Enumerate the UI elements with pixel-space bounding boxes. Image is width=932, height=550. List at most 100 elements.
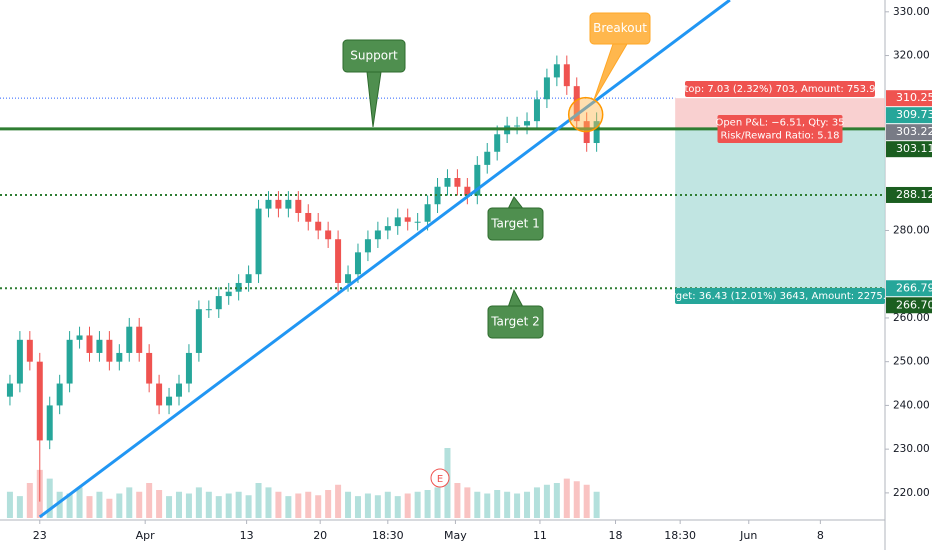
candle-body (335, 239, 342, 283)
volume-bar (26, 483, 33, 518)
breakout-circle (567, 96, 604, 133)
candle-body (26, 339, 33, 362)
candle-body (116, 352, 123, 362)
volume-bar (275, 491, 282, 518)
volume-bar (524, 491, 531, 518)
candle-body (265, 199, 272, 209)
candle-body (16, 339, 23, 384)
candle-body (364, 239, 371, 253)
price-tag-label: 266.79 (896, 281, 932, 294)
volume-bar (533, 487, 540, 518)
breakout-callout-box (589, 12, 651, 45)
price-tag (886, 297, 932, 314)
volume-bar (86, 496, 93, 518)
volume-bar (464, 487, 471, 518)
support-callout-box (342, 39, 406, 73)
price-tag (886, 186, 932, 203)
candle-body (464, 186, 471, 196)
volume-bar (454, 483, 461, 518)
candle-body (573, 86, 580, 122)
volume-bar (265, 487, 272, 518)
x-tick-label: 11 (533, 529, 547, 542)
volume-bar (56, 491, 63, 518)
earnings-icon (430, 468, 450, 488)
candle-body (524, 121, 531, 126)
y-tick-label: 280.00 (893, 224, 930, 236)
candle-body (136, 326, 143, 353)
x-tick-label: 18 (609, 529, 623, 542)
candle-body (36, 361, 43, 441)
y-tick-label: 220.00 (893, 487, 930, 499)
candle-body (96, 339, 103, 353)
candle-body (543, 77, 550, 100)
candle-body (255, 208, 262, 275)
x-tick-label: 18:30 (372, 529, 404, 542)
volume-bar (335, 484, 342, 518)
target2-callout-label: Target 2 (490, 315, 540, 329)
volume-bar (414, 491, 421, 518)
candle-body (325, 230, 332, 240)
volume-bar (146, 483, 153, 518)
volume-bar (484, 493, 491, 518)
volume-bar (16, 496, 23, 518)
candle-body (106, 339, 113, 362)
volume-bar (106, 498, 113, 518)
price-tag (886, 107, 932, 124)
volume-bar (215, 496, 222, 518)
volume-bar (126, 487, 133, 518)
y-tick-label: 330.00 (893, 6, 930, 18)
candle-body (275, 199, 282, 209)
volume-bar (593, 491, 600, 518)
candle-body (484, 151, 491, 165)
candle-body (553, 64, 560, 78)
candle-body (374, 230, 381, 240)
candle-body (354, 252, 361, 275)
candle-body (593, 121, 600, 144)
volume-bar (364, 493, 371, 518)
y-tick-label: 240.00 (893, 399, 930, 411)
candle-body (225, 291, 232, 297)
volume-bar (225, 493, 232, 518)
volume-bar (325, 490, 332, 518)
target-label-bg (675, 288, 885, 304)
volume-bar (583, 484, 590, 518)
price-tag-label: 310.25 (896, 91, 932, 104)
candle-body (394, 217, 401, 227)
breakout-callout-label: Breakout (593, 21, 647, 35)
x-tick-label: Apr (136, 529, 156, 542)
price-tag (886, 90, 932, 107)
candle-body (474, 164, 481, 196)
candle-body (404, 217, 411, 222)
volume-bar (345, 491, 352, 518)
pnl-label: Risk/Reward Ratio: 5.18 (720, 131, 839, 142)
candle-body (245, 274, 252, 283)
candle-body (533, 99, 540, 122)
volume-bar (245, 495, 252, 518)
volume-bar (514, 493, 521, 518)
volume-bar (543, 484, 550, 518)
price-tag-label: 303.11 (896, 142, 932, 155)
candle-body (285, 199, 292, 209)
target2-callout-box (487, 305, 544, 339)
volume-bar (255, 483, 262, 518)
x-tick-label: 18:30 (664, 529, 696, 542)
candle-body (563, 64, 570, 87)
candle-body (126, 326, 133, 353)
candle-body (454, 177, 461, 187)
volume-bar (305, 491, 312, 518)
volume-bar (573, 481, 580, 518)
plot-area: Support Target 1 Target 2 Breakout E Stop: 7.… (0, 0, 885, 519)
candle-body (444, 177, 451, 187)
support-callout: Support (342, 39, 406, 128)
x-tick-label: 8 (817, 529, 824, 542)
breakout-callout: Breakout (589, 12, 651, 101)
candle-body (175, 383, 182, 397)
volume-bar (166, 496, 173, 518)
volume-bar (235, 491, 242, 518)
volume-bar (46, 478, 53, 518)
volume-bar (374, 495, 381, 518)
volume-bar (96, 491, 103, 518)
price-tag-label: 309.73 (896, 108, 932, 121)
candle-body (384, 226, 391, 231)
